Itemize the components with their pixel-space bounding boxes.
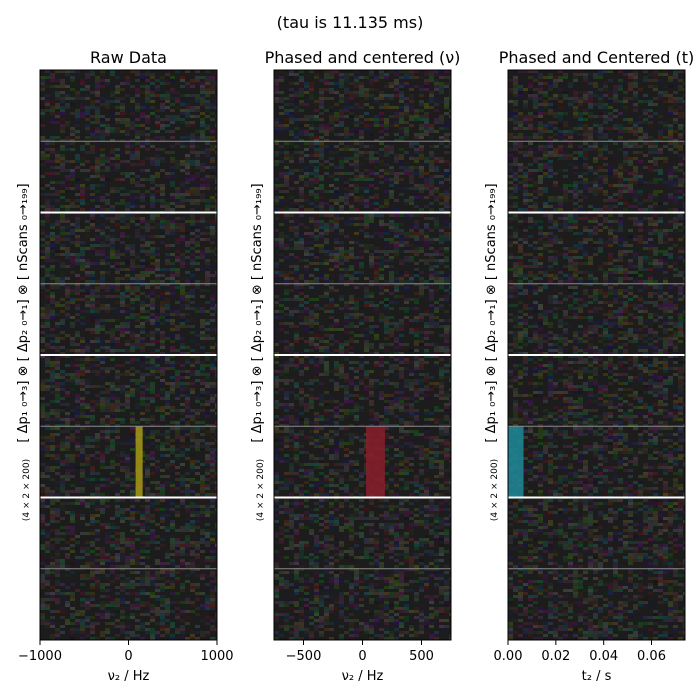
axes-frame xyxy=(507,69,686,641)
y-axis-label-main: [ Δp₁ ₀→₃] ⊗ [ Δp₂ ₀→₁] ⊗ [ nScans ₀→₁₉₉… xyxy=(484,183,499,442)
figure-suptitle: (tau is 11.135 ms) xyxy=(277,13,424,32)
x-tick-label: −500 xyxy=(286,649,322,664)
panel-phased-nu: Phased and centered (ν) −500 0 500 ν₂ / Hz… xyxy=(250,48,460,684)
heatmap-area: 0.00 0.02 0.04 0.06 xyxy=(494,69,686,664)
signal-band xyxy=(366,426,385,498)
panel-title: Raw Data xyxy=(90,48,167,67)
x-tick-label: 0 xyxy=(124,649,132,664)
x-axis-label: ν₂ / Hz xyxy=(342,669,384,684)
x-tick-label: 0.00 xyxy=(494,649,523,664)
y-axis-label-main: [ Δp₁ ₀→₃] ⊗ [ Δp₂ ₀→₁] ⊗ [ nScans ₀→₁₉₉… xyxy=(250,183,265,442)
x-tick-label: −1000 xyxy=(18,649,62,664)
x-axis-label: ν₂ / Hz xyxy=(108,669,150,684)
heatmap-noise xyxy=(508,70,685,640)
panel-phased-t: Phased and Centered (t) 0.00 0.02 0.04 0.06… xyxy=(484,48,694,684)
heatmap-area: −1000 0 1000 xyxy=(18,69,234,664)
panel-raw-data: Raw Data −1000 0 1000 ν₂ / Hz [ Δp₁ ₀→₃] ⊗… xyxy=(16,48,234,684)
x-tick-label: 0.06 xyxy=(637,649,666,664)
signal-band xyxy=(508,426,524,498)
panel-title: Phased and Centered (t) xyxy=(499,48,695,67)
signal-band xyxy=(135,426,143,498)
heatmap-noise xyxy=(40,70,217,640)
y-axis-label-shape: (4 × 2 × 200) xyxy=(490,459,500,521)
y-axis-label-shape: (4 × 2 × 200) xyxy=(22,459,32,521)
x-tick-label: 0 xyxy=(358,649,366,664)
x-tick-label: 0.04 xyxy=(589,649,618,664)
panel-title: Phased and centered (ν) xyxy=(265,48,461,67)
x-tick-label: 0.02 xyxy=(541,649,570,664)
x-tick-label: 1000 xyxy=(200,649,233,664)
y-axis-label-shape: (4 × 2 × 200) xyxy=(256,459,266,521)
y-axis-label-main: [ Δp₁ ₀→₃] ⊗ [ Δp₂ ₀→₁] ⊗ [ nScans ₀→₁₉₉… xyxy=(16,183,31,442)
heatmap-area: −500 0 500 xyxy=(273,69,452,664)
x-axis-label: t₂ / s xyxy=(582,669,612,684)
x-tick-label: 500 xyxy=(409,649,434,664)
